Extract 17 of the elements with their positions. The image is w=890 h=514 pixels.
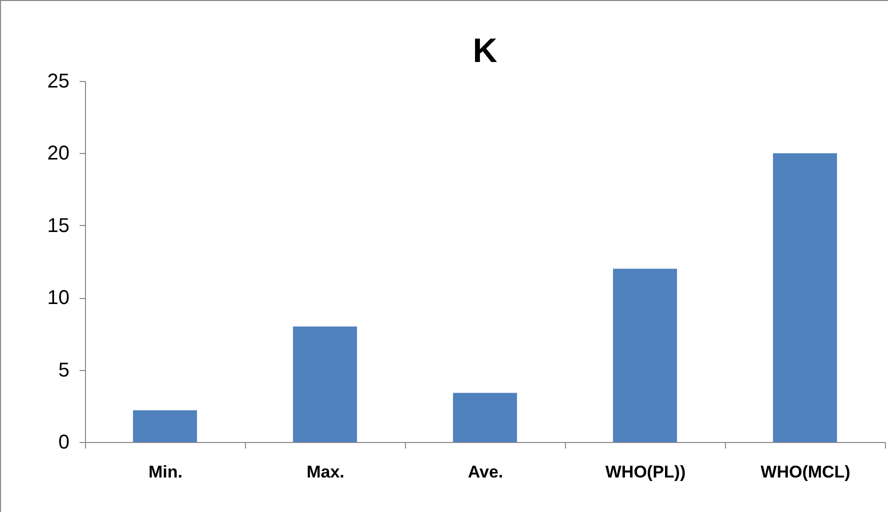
y-tick-label: 20 (47, 142, 70, 165)
bar (293, 326, 357, 442)
bar (613, 268, 677, 442)
bar (773, 153, 837, 442)
bar (133, 410, 197, 442)
y-tick-label: 0 (58, 432, 70, 454)
bar (453, 392, 517, 442)
x-tick-label: WHO(MCL) (760, 462, 850, 482)
chart-title: K (472, 32, 498, 70)
x-tick-label: Ave. (468, 462, 504, 482)
y-tick-label: 10 (47, 287, 70, 310)
y-tick-label: 15 (47, 214, 70, 237)
x-tick-label: WHO(PL)) (605, 462, 686, 482)
y-tick-label: 5 (58, 359, 70, 382)
x-tick-label: Min. (148, 462, 182, 482)
x-tick-label: Max. (306, 462, 344, 482)
y-tick-label: 25 (47, 70, 70, 92)
